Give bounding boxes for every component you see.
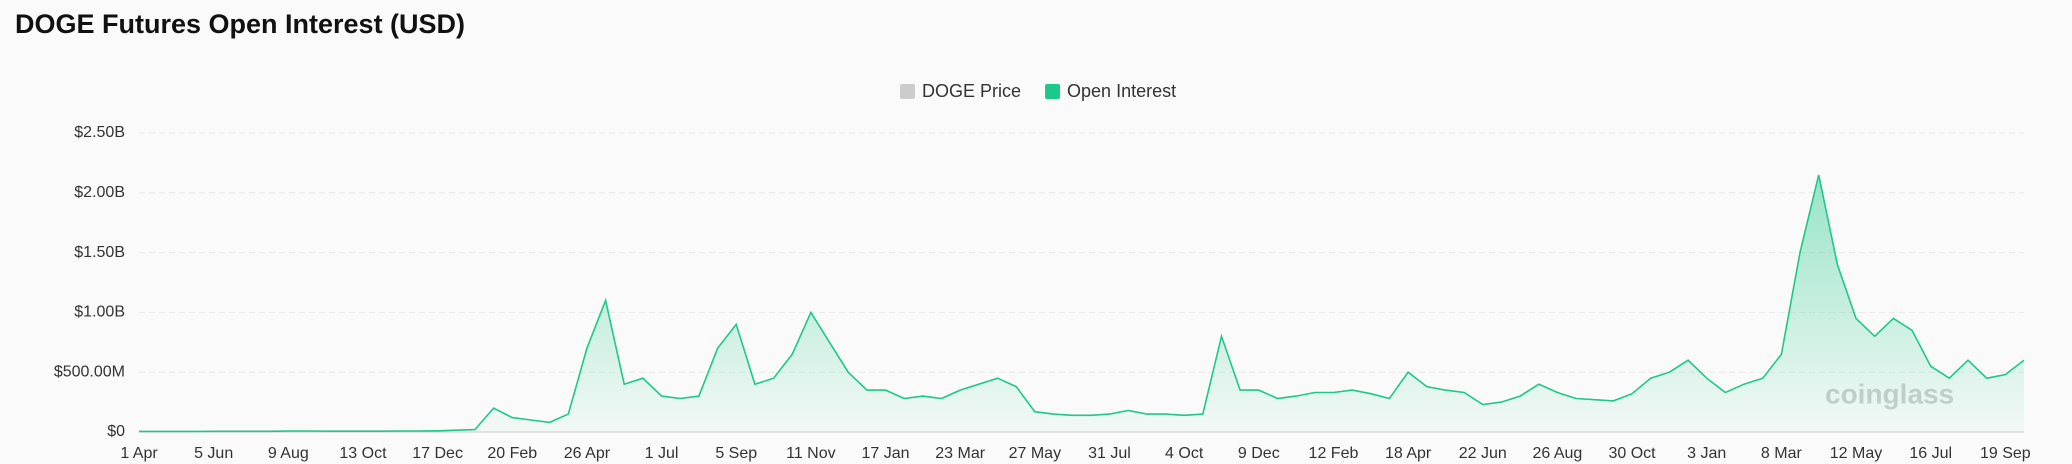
x-tick-label: 5 Sep: [715, 445, 757, 462]
legend-swatch: [900, 84, 915, 99]
x-tick-label: 18 Apr: [1385, 445, 1432, 462]
x-tick-label: 26 Apr: [564, 445, 611, 462]
x-tick-label: 17 Jan: [862, 445, 910, 462]
x-tick-label: 12 May: [1830, 445, 1882, 462]
x-tick-label: 4 Oct: [1165, 445, 1204, 462]
x-tick-label: 23 Mar: [935, 445, 985, 462]
x-tick-label: 1 Jul: [645, 445, 679, 462]
y-tick-label: $2.00B: [74, 184, 125, 201]
x-tick-label: 11 Nov: [786, 445, 836, 462]
x-tick-label: 5 Jun: [194, 445, 233, 462]
x-tick-label: 17 Dec: [412, 445, 463, 462]
x-tick-label: 1 Apr: [120, 445, 158, 462]
y-tick-label: $0: [107, 423, 125, 440]
x-tick-label: 26 Aug: [1533, 445, 1583, 462]
line: [139, 174, 2025, 433]
legend-label[interactable]: DOGE Price: [922, 81, 1021, 101]
legend-label[interactable]: Open Interest: [1067, 81, 1176, 101]
x-tick-label: 22 Jun: [1459, 445, 1507, 462]
x-tick-label: 8 Mar: [1761, 445, 1803, 462]
x-tick-label: 30 Oct: [1608, 445, 1656, 462]
y-tick-label: $2.50B: [74, 124, 125, 141]
x-tick-label: 31 Jul: [1088, 445, 1131, 462]
x-tick-label: 9 Dec: [1238, 445, 1280, 462]
chart-title: DOGE Futures Open Interest (USD): [15, 9, 465, 39]
x-tick-label: 20 Feb: [487, 445, 537, 462]
area: [139, 174, 2024, 432]
x-tick-label: 12 Feb: [1309, 445, 1359, 462]
x-tick-label: 3 Jan: [1687, 445, 1726, 462]
x-tick-label: 19 Sep: [1980, 445, 2031, 462]
x-tick-label: 27 May: [1009, 445, 1061, 462]
y-tick-label: $500.00M: [54, 363, 125, 380]
legend-swatch: [1045, 84, 1061, 99]
y-tick-label: $1.50B: [74, 244, 125, 261]
x-tick-label: 13 Oct: [339, 445, 387, 462]
x-tick-label: 16 Jul: [1909, 445, 1952, 462]
x-tick-label: 9 Aug: [268, 445, 309, 462]
y-tick-label: $1.00B: [74, 304, 125, 321]
